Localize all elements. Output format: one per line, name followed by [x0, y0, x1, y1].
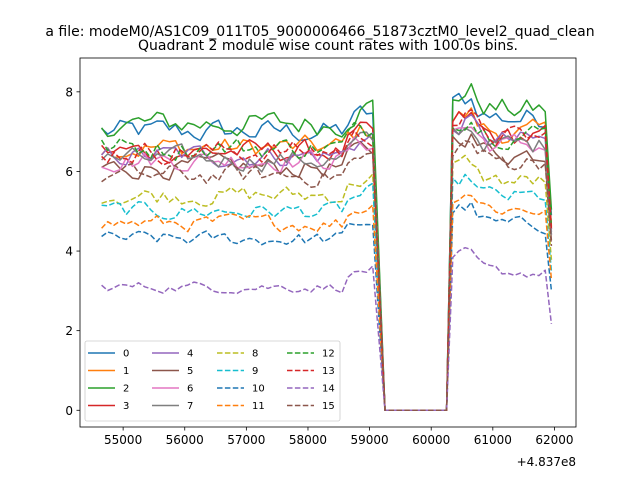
legend-label: 6 [187, 384, 193, 395]
plot-lines [100, 83, 553, 412]
series-line-1 [101, 107, 553, 412]
y-tick-label: 6 [65, 165, 73, 179]
legend-label: 0 [123, 349, 129, 360]
legend-label: 15 [322, 401, 335, 412]
y-tick-label: 2 [65, 324, 73, 338]
legend-label: 7 [187, 401, 193, 412]
x-offset-text: +4.837e8 [517, 455, 576, 469]
x-tick-label: 57000 [227, 433, 265, 447]
legend-label: 9 [252, 366, 258, 377]
legend-label: 4 [187, 349, 193, 360]
series-line-2 [100, 83, 553, 412]
series-line-15 [101, 140, 553, 412]
legend-label: 8 [252, 349, 258, 360]
legend-label: 14 [322, 384, 335, 395]
y-tick-label: 4 [65, 245, 73, 259]
series-line-14 [101, 246, 553, 412]
y-tick-label: 0 [65, 404, 73, 418]
legend-frame [84, 340, 341, 422]
series-line-11 [101, 194, 553, 412]
legend-label: 10 [252, 384, 265, 395]
series-line-13 [101, 109, 553, 412]
series-line-7 [101, 127, 553, 412]
x-tick-label: 61000 [474, 433, 512, 447]
series-line-12 [100, 121, 553, 412]
x-tick-label: 56000 [166, 433, 204, 447]
series-line-8 [101, 154, 553, 412]
legend-label: 13 [322, 366, 335, 377]
legend-label: 1 [123, 366, 129, 377]
legend-label: 3 [123, 401, 129, 412]
legend-label: 5 [187, 366, 193, 377]
plot-frame [79, 57, 577, 428]
legend-label: 12 [322, 349, 335, 360]
chart-title: Quadrant 2 module wise count rates with … [138, 38, 518, 54]
x-axis: 55000 56000 57000 58000 59000 60000 61000 62000 [104, 427, 574, 447]
x-tick-label: 55000 [104, 433, 142, 447]
legend-label: 2 [123, 384, 129, 395]
series-line-9 [101, 173, 553, 412]
y-tick-label: 8 [65, 85, 73, 99]
x-tick-label: 60000 [412, 433, 450, 447]
y-axis: 0 2 4 6 8 [65, 85, 80, 418]
x-tick-label: 58000 [289, 433, 327, 447]
legend-label: 11 [252, 401, 265, 412]
x-tick-label: 62000 [535, 433, 573, 447]
x-tick-label: 59000 [350, 433, 388, 447]
chart-suptitle: a file: modeM0/AS1C09_011T05_9000006466_… [45, 24, 594, 40]
